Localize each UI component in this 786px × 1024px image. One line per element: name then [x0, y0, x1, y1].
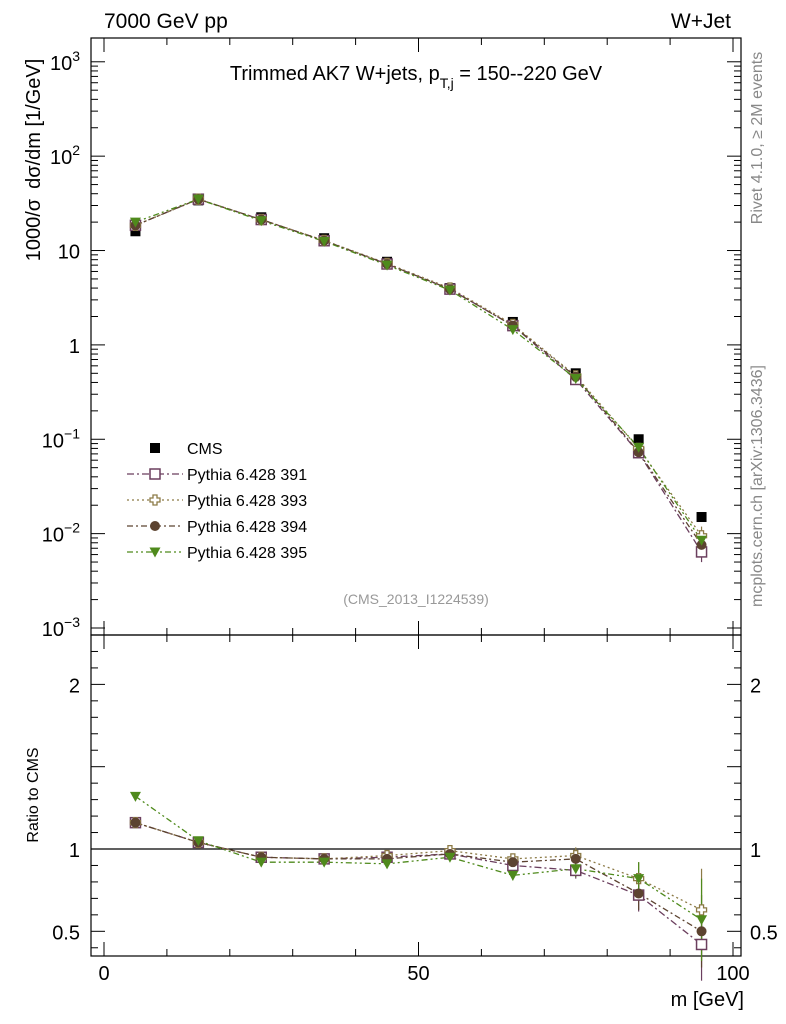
legend-label-s391: Pythia 6.428 391	[187, 467, 307, 484]
header-right-label: W+Jet	[671, 10, 731, 33]
ratio-line-s394	[135, 822, 702, 932]
point-s395	[507, 325, 519, 336]
title-main: Trimmed AK7 W+jets, p	[230, 63, 440, 85]
y-tick-label: 10−1	[42, 425, 80, 452]
legend-label-s393: Pythia 6.428 393	[187, 493, 307, 510]
point-s395	[381, 260, 393, 271]
ratio-tick-label-left: 2	[69, 675, 80, 697]
point-s395	[633, 442, 645, 453]
ratio-point-s395	[318, 857, 330, 868]
series-line-s395	[135, 198, 703, 541]
ratio-point-s395	[444, 852, 456, 863]
ratio-tick-label-right: 2	[750, 675, 761, 697]
ratio-point-s394	[633, 888, 644, 899]
ratio-point-s395	[507, 870, 519, 881]
cms-data-point	[633, 434, 644, 445]
title-subscript: T,j	[440, 75, 454, 91]
ratio-point-s394	[130, 817, 141, 828]
ratio-point-s395	[192, 836, 204, 847]
y-tick-label: 102	[50, 142, 80, 169]
ratio-point-s394	[570, 853, 581, 864]
ratio-line-s391	[135, 822, 702, 945]
ratio-panel-frame	[90, 634, 742, 957]
legend-marker-s394	[150, 521, 160, 531]
ratio-point-s393	[695, 904, 708, 916]
point-s395	[192, 194, 204, 205]
mcplots-source-label: mcplots.cern.ch [arXiv:1306.3436]	[749, 365, 766, 607]
ratio-point-s395	[633, 874, 645, 885]
legend-marker-s391	[149, 468, 161, 480]
ratio-point-s395	[381, 859, 393, 870]
ratio-point-s395	[129, 791, 141, 802]
legend-marker-s393	[149, 494, 161, 506]
point-s395	[318, 236, 330, 247]
x-tick-label: 100	[716, 963, 749, 985]
y-tick-label: 10−3	[42, 614, 80, 641]
title-tail: = 150--220 GeV	[454, 63, 603, 85]
ratio-point-s391	[695, 938, 708, 951]
x-tick-label: 50	[407, 963, 429, 985]
ratio-point-s395	[255, 857, 267, 868]
ratio-point-s394	[696, 926, 707, 937]
rivet-version-label: Rivet 4.1.0, ≥ 2M events	[749, 52, 766, 224]
point-s395	[255, 216, 267, 227]
legend-label-cms: CMS	[187, 441, 223, 458]
point-s395	[570, 374, 582, 385]
legend-label-s395: Pythia 6.428 395	[187, 545, 307, 562]
legend-marker-s395	[149, 547, 161, 558]
ratio-tick-label-left: 0.5	[52, 922, 80, 944]
ratio-line-s393	[135, 822, 702, 911]
legend-label-s394: Pythia 6.428 394	[187, 519, 307, 536]
y-axis-label: 1000/σdσ/dm [1/GeV]	[23, 59, 45, 262]
cms-data-point	[130, 226, 141, 237]
ratio-point-s395	[696, 915, 708, 926]
cms-data-point	[696, 512, 707, 523]
series-line-s393	[135, 198, 703, 537]
point-s395	[129, 217, 141, 228]
ratio-y-axis-label: Ratio to CMS	[25, 747, 42, 842]
y-tick-label: 10−2	[42, 520, 80, 547]
ratio-tick-label-right: 1	[750, 840, 761, 862]
y-tick-label: 10	[58, 242, 80, 264]
analysis-tag: (CMS_2013_I1224539)	[343, 591, 489, 607]
y-tick-label: 103	[50, 48, 80, 75]
header-left-label: 7000 GeV pp	[104, 10, 228, 33]
legend: CMS Pythia 6.428 391 Pythia 6.428 393 Pythi…	[127, 441, 307, 562]
x-axis-label: m [GeV]	[671, 989, 744, 1011]
y-tick-label: 1	[69, 336, 80, 358]
data-markers	[129, 193, 708, 951]
point-s395	[444, 285, 456, 296]
ratio-tick-label-left: 1	[69, 840, 80, 862]
ratio-point-s394	[507, 857, 518, 868]
point-s395	[696, 535, 708, 546]
ratio-point-s395	[570, 864, 582, 875]
legend-marker-cms	[150, 443, 160, 453]
series-lines	[134, 198, 703, 981]
x-tick-label: 0	[98, 963, 109, 985]
chart-title: Trimmed AK7 W+jets, pT,j = 150--220 GeV	[230, 63, 603, 91]
ratio-line-s395	[135, 795, 702, 921]
ratio-tick-label-right: 0.5	[750, 922, 778, 944]
